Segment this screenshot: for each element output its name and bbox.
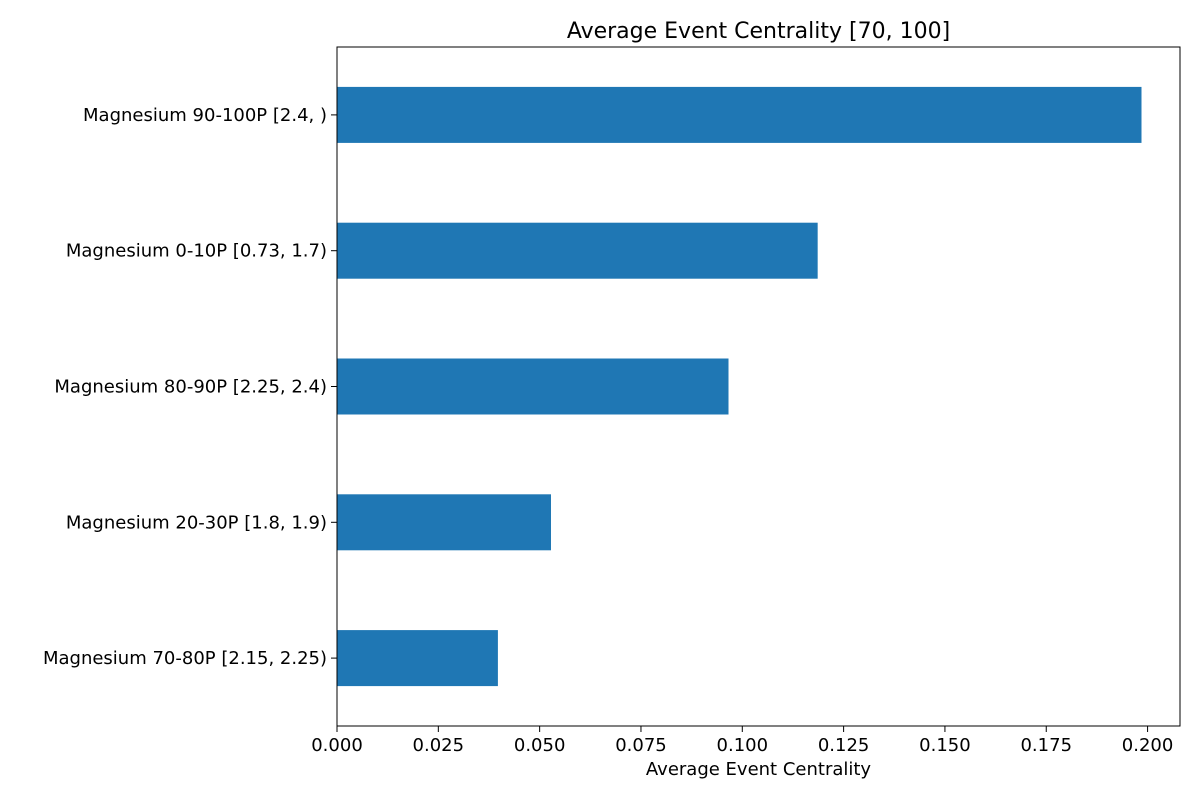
y-tick-label: Magnesium 90-100P [2.4, ) [83,105,327,126]
x-tick-label: 0.150 [919,735,971,756]
bar [337,358,729,415]
x-tick-label: 0.100 [717,735,769,756]
y-tick-label: Magnesium 20-30P [1.8, 1.9) [66,512,327,533]
bars-group [337,86,1142,687]
chart-title: Average Event Centrality [70, 100] [567,19,950,44]
x-tick-label: 0.000 [311,735,363,756]
x-tick-label: 0.200 [1122,735,1174,756]
y-tick-label: Magnesium 70-80P [2.15, 2.25) [43,648,327,669]
x-axis-ticks: 0.000 0.025 0.050 0.075 0.100 0.125 0.150 0.175… [311,726,1173,756]
x-tick-label: 0.125 [818,735,870,756]
x-tick-label: 0.050 [514,735,566,756]
x-tick-label: 0.175 [1020,735,1072,756]
bar [337,630,498,687]
x-axis-label: Average Event Centrality [646,759,872,780]
y-tick-label: Magnesium 0-10P [0.73, 1.7) [66,241,327,262]
bar [337,222,818,279]
x-tick-label: 0.025 [413,735,465,756]
y-axis-ticks: Magnesium 90-100P [2.4, ) Magnesium 0-10P… [43,105,337,669]
bar [337,494,551,551]
y-tick-label: Magnesium 80-90P [2.25, 2.4) [54,377,327,398]
bar [337,86,1142,143]
x-tick-label: 0.075 [615,735,667,756]
